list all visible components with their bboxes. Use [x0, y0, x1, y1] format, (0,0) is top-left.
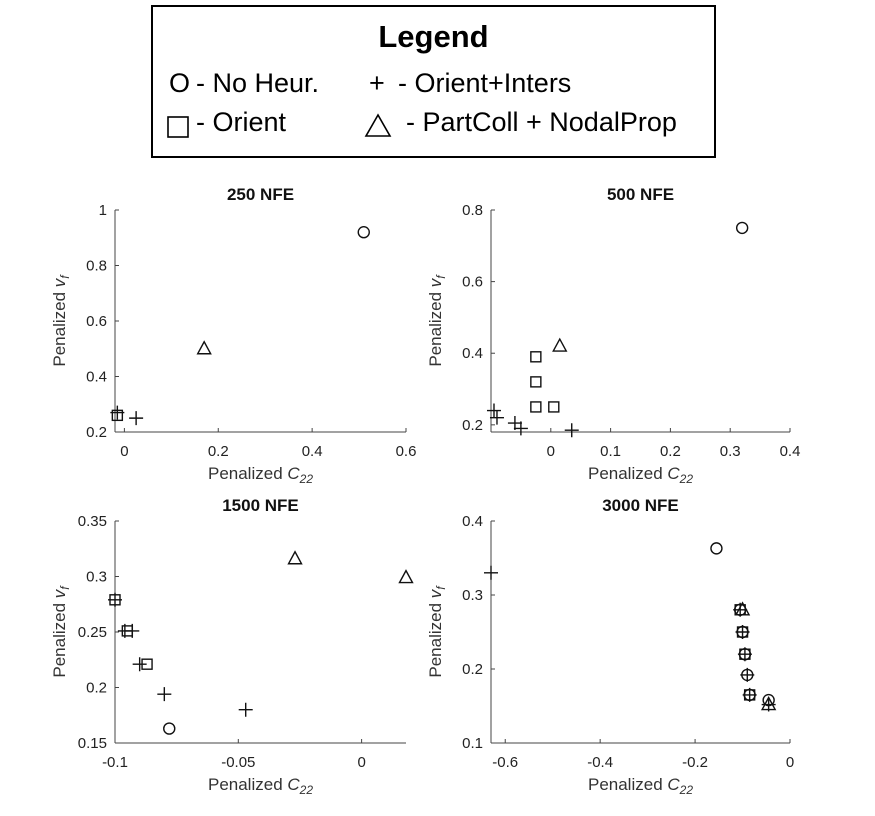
- x-axis-label: Penalized C22: [588, 775, 693, 797]
- square-marker-icon: [167, 116, 189, 138]
- y-axis-label: Penalized vf: [426, 274, 448, 367]
- x-tick-label: 0: [357, 754, 365, 771]
- chart-title: 250 NFE: [227, 185, 294, 204]
- y-tick-label: 0.4: [86, 369, 107, 386]
- plus-marker: [132, 657, 147, 672]
- plus-marker: [238, 702, 253, 717]
- x-tick-label: 0.4: [780, 443, 801, 460]
- y-tick-label: 0.2: [462, 417, 483, 434]
- x-tick-label: 0.4: [302, 443, 323, 460]
- chart-title: 1500 NFE: [222, 496, 299, 515]
- x-axis-label: Penalized C22: [208, 775, 313, 797]
- legend-symbol-orient-inters: +: [369, 68, 385, 98]
- square-marker: [530, 376, 542, 388]
- triangle-marker: [196, 340, 212, 355]
- plus-marker: [564, 423, 579, 438]
- x-tick-label: 0.2: [660, 443, 681, 460]
- y-tick-label: 0.35: [78, 513, 107, 530]
- plus-marker: [513, 421, 528, 436]
- plus-marker: [157, 687, 172, 702]
- plus-marker: [486, 403, 501, 418]
- circle-marker: [735, 221, 749, 235]
- legend-symbol-no-heur: O: [169, 68, 191, 98]
- legend-label-orient-inters: - Orient+Inters: [398, 68, 572, 98]
- triangle-marker-icon: [364, 113, 392, 137]
- y-tick-label: 1: [99, 202, 107, 219]
- legend-label-orient: - Orient: [196, 107, 287, 137]
- y-tick-label: 0.3: [462, 587, 483, 604]
- plus-marker: [484, 565, 498, 580]
- y-tick-label: 0.6: [86, 313, 107, 330]
- y-axis-label: Penalized vf: [50, 274, 72, 367]
- square-marker: [530, 351, 542, 363]
- legend-box: Legend O - No Heur. + - Orient+Inters - …: [151, 5, 716, 158]
- y-tick-label: 0.8: [86, 258, 107, 275]
- x-tick-label: -0.2: [682, 754, 708, 771]
- x-axis-label: Penalized C22: [208, 464, 313, 486]
- y-tick-label: 0.8: [462, 202, 483, 219]
- legend-label-partcoll-nodalprop: - PartColl + NodalProp: [406, 107, 677, 137]
- x-axis-label: Penalized C22: [588, 464, 693, 486]
- y-tick-label: 0.25: [78, 624, 107, 641]
- x-tick-label: 0.3: [720, 443, 741, 460]
- y-axis-label: Penalized vf: [426, 585, 448, 678]
- plus-marker: [740, 667, 755, 682]
- y-tick-label: 0.3: [86, 569, 107, 586]
- y-tick-label: 0.4: [462, 513, 483, 530]
- x-tick-label: 0: [120, 443, 128, 460]
- square-marker: [121, 625, 134, 637]
- chart-title: 3000 NFE: [602, 496, 679, 515]
- circle-marker: [710, 542, 723, 555]
- x-tick-label: 0.2: [208, 443, 229, 460]
- y-tick-label: 0.2: [462, 661, 483, 678]
- triangle-marker: [398, 569, 414, 584]
- square-marker: [141, 658, 153, 670]
- square-marker: [736, 626, 749, 638]
- plus-marker: [129, 411, 144, 426]
- triangle-marker: [287, 550, 303, 565]
- x-tick-label: -0.1: [102, 754, 128, 771]
- square-marker: [111, 409, 124, 422]
- circle-marker: [163, 722, 176, 735]
- square-marker: [548, 401, 560, 413]
- y-tick-label: 0.15: [78, 735, 107, 752]
- plus-marker: [507, 416, 522, 431]
- x-tick-label: -0.6: [492, 754, 518, 771]
- legend-label-no-heur: - No Heur.: [196, 68, 320, 98]
- triangle-marker: [734, 601, 751, 616]
- x-tick-label: -0.05: [221, 754, 255, 771]
- triangle-marker: [552, 337, 568, 352]
- y-tick-label: 0.2: [86, 680, 107, 697]
- y-axis-label: Penalized vf: [50, 585, 72, 678]
- y-tick-label: 0.4: [462, 345, 483, 362]
- y-tick-label: 0.6: [462, 274, 483, 291]
- x-tick-label: 0.1: [600, 443, 621, 460]
- square-marker: [109, 594, 121, 606]
- y-tick-label: 0.1: [462, 735, 483, 752]
- chart-title: 500 NFE: [607, 185, 674, 204]
- y-tick-label: 0.2: [86, 424, 107, 441]
- circle-marker: [357, 225, 370, 239]
- legend-title: Legend: [378, 19, 489, 54]
- square-marker: [530, 401, 542, 413]
- x-tick-label: -0.4: [587, 754, 613, 771]
- x-tick-label: 0: [786, 754, 794, 771]
- plus-marker: [489, 410, 504, 425]
- triangle-marker: [760, 696, 777, 711]
- square-marker: [739, 648, 751, 660]
- x-tick-label: 0.6: [396, 443, 417, 460]
- square-marker: [743, 689, 756, 701]
- x-tick-label: 0: [547, 443, 555, 460]
